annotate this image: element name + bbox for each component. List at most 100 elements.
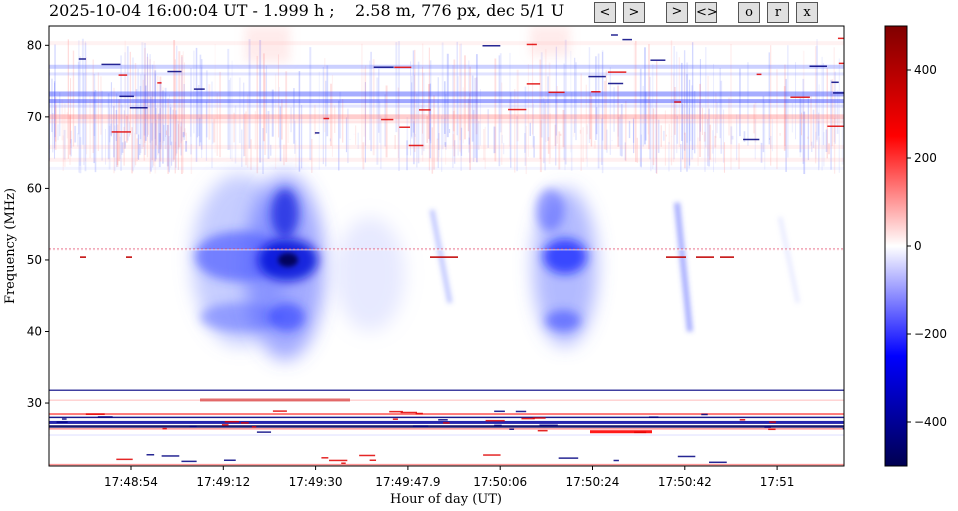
rfi-dash <box>126 256 132 258</box>
rfi-line <box>629 248 631 251</box>
rfi-line <box>125 248 127 251</box>
rfi-line <box>445 248 447 251</box>
rfi-dash <box>161 455 180 457</box>
rfi-line <box>377 248 379 251</box>
rfi-line <box>693 248 695 251</box>
rfi-line <box>177 248 179 251</box>
rfi-line <box>621 248 623 251</box>
rfi-line <box>585 248 587 251</box>
rfi-line <box>49 428 844 430</box>
rfi-line <box>425 248 427 251</box>
rfi-dash <box>622 38 632 41</box>
rfi-line <box>493 248 495 251</box>
rfi-dash <box>101 63 121 66</box>
rfi-line <box>521 248 523 251</box>
y-axis: 30 40 50 60 70 80 <box>27 38 49 410</box>
rfi-dash <box>842 427 844 430</box>
rfi-line <box>225 248 227 251</box>
rfi-dash <box>251 426 257 428</box>
rfi-dash <box>369 459 377 461</box>
rfi-line <box>697 248 699 251</box>
rfi-line <box>253 248 255 251</box>
y-tick-label: 80 <box>27 38 42 52</box>
rfi-line <box>153 248 155 251</box>
rfi-line <box>89 248 91 251</box>
rfi-line <box>825 248 827 251</box>
rfi-dash <box>515 410 527 413</box>
rfi-line <box>341 248 343 251</box>
rfi-line <box>661 248 663 251</box>
rfi-dash <box>739 419 746 421</box>
rfi-line <box>201 248 203 251</box>
drift-trace <box>778 216 800 304</box>
rfi-dash <box>648 416 659 418</box>
next-button[interactable]: > <box>623 2 645 23</box>
rfi-band <box>49 72 844 76</box>
prev-button[interactable]: < <box>594 2 616 23</box>
rfi-line <box>221 248 223 251</box>
rfi-line <box>781 248 783 251</box>
rfi-line <box>797 248 799 251</box>
x-tick-label: 17:49:47.9 <box>375 475 440 489</box>
rfi-line <box>161 248 163 251</box>
rfi-dash <box>223 459 236 462</box>
rfi-line <box>169 248 171 251</box>
rfi-dash <box>389 410 403 413</box>
colorbar-tick-label: −400 <box>914 415 947 429</box>
rfi-line <box>573 248 575 251</box>
rfi-line <box>449 248 451 251</box>
rfi-line <box>597 248 599 251</box>
rfi-line <box>649 248 651 251</box>
rfi-line <box>129 248 131 251</box>
rfi-line <box>741 248 743 251</box>
rfi-line <box>233 248 235 251</box>
rfi-line <box>317 248 319 251</box>
rfi-dash <box>146 453 155 456</box>
rfi-line <box>325 248 327 251</box>
close-button[interactable]: x <box>796 2 818 23</box>
rfi-line <box>49 416 844 419</box>
rfi-line <box>469 248 471 251</box>
x-tick-label: 17:51 <box>760 475 795 489</box>
plot-background <box>49 26 844 466</box>
rfi-line <box>429 248 431 251</box>
rfi-line <box>173 248 175 251</box>
rfi-line <box>605 248 607 251</box>
zoom-out-button[interactable]: <> <box>695 2 718 23</box>
rfi-line <box>465 248 467 251</box>
rfi-dash <box>80 256 86 258</box>
rfi-dash <box>111 131 131 133</box>
rfi-dash <box>769 421 776 423</box>
rfi-dash <box>373 66 394 68</box>
rfi-line <box>509 248 511 251</box>
rfi-line <box>353 248 355 251</box>
rfi-line <box>205 248 207 251</box>
rfi-line <box>785 248 787 251</box>
rfi-line <box>813 248 815 251</box>
rfi-line <box>381 248 383 251</box>
rfi-line <box>633 248 635 251</box>
rfi-dash <box>321 457 329 459</box>
rfi-line <box>461 248 463 251</box>
rfi-line <box>549 248 551 251</box>
rfi-dash <box>61 418 67 420</box>
rfi-dash <box>323 117 330 120</box>
reset-button[interactable]: r <box>767 2 789 23</box>
rfi-line <box>769 248 771 251</box>
rfi-line <box>753 248 755 251</box>
rfi-line <box>237 248 239 251</box>
rfi-dash <box>381 118 394 121</box>
rfi-line <box>477 248 479 251</box>
rfi-line <box>457 248 459 251</box>
rfi-dash <box>508 108 527 111</box>
rfi-line <box>269 248 271 251</box>
rfi-dash <box>756 73 762 76</box>
origin-button[interactable]: o <box>738 2 760 23</box>
rfi-line <box>49 248 51 251</box>
rfi-dash <box>701 413 708 416</box>
rfi-line <box>441 248 443 251</box>
burst-peak <box>278 252 298 267</box>
rfi-line <box>69 248 71 251</box>
rfi-line <box>249 248 251 251</box>
rfi-dash <box>764 426 771 428</box>
